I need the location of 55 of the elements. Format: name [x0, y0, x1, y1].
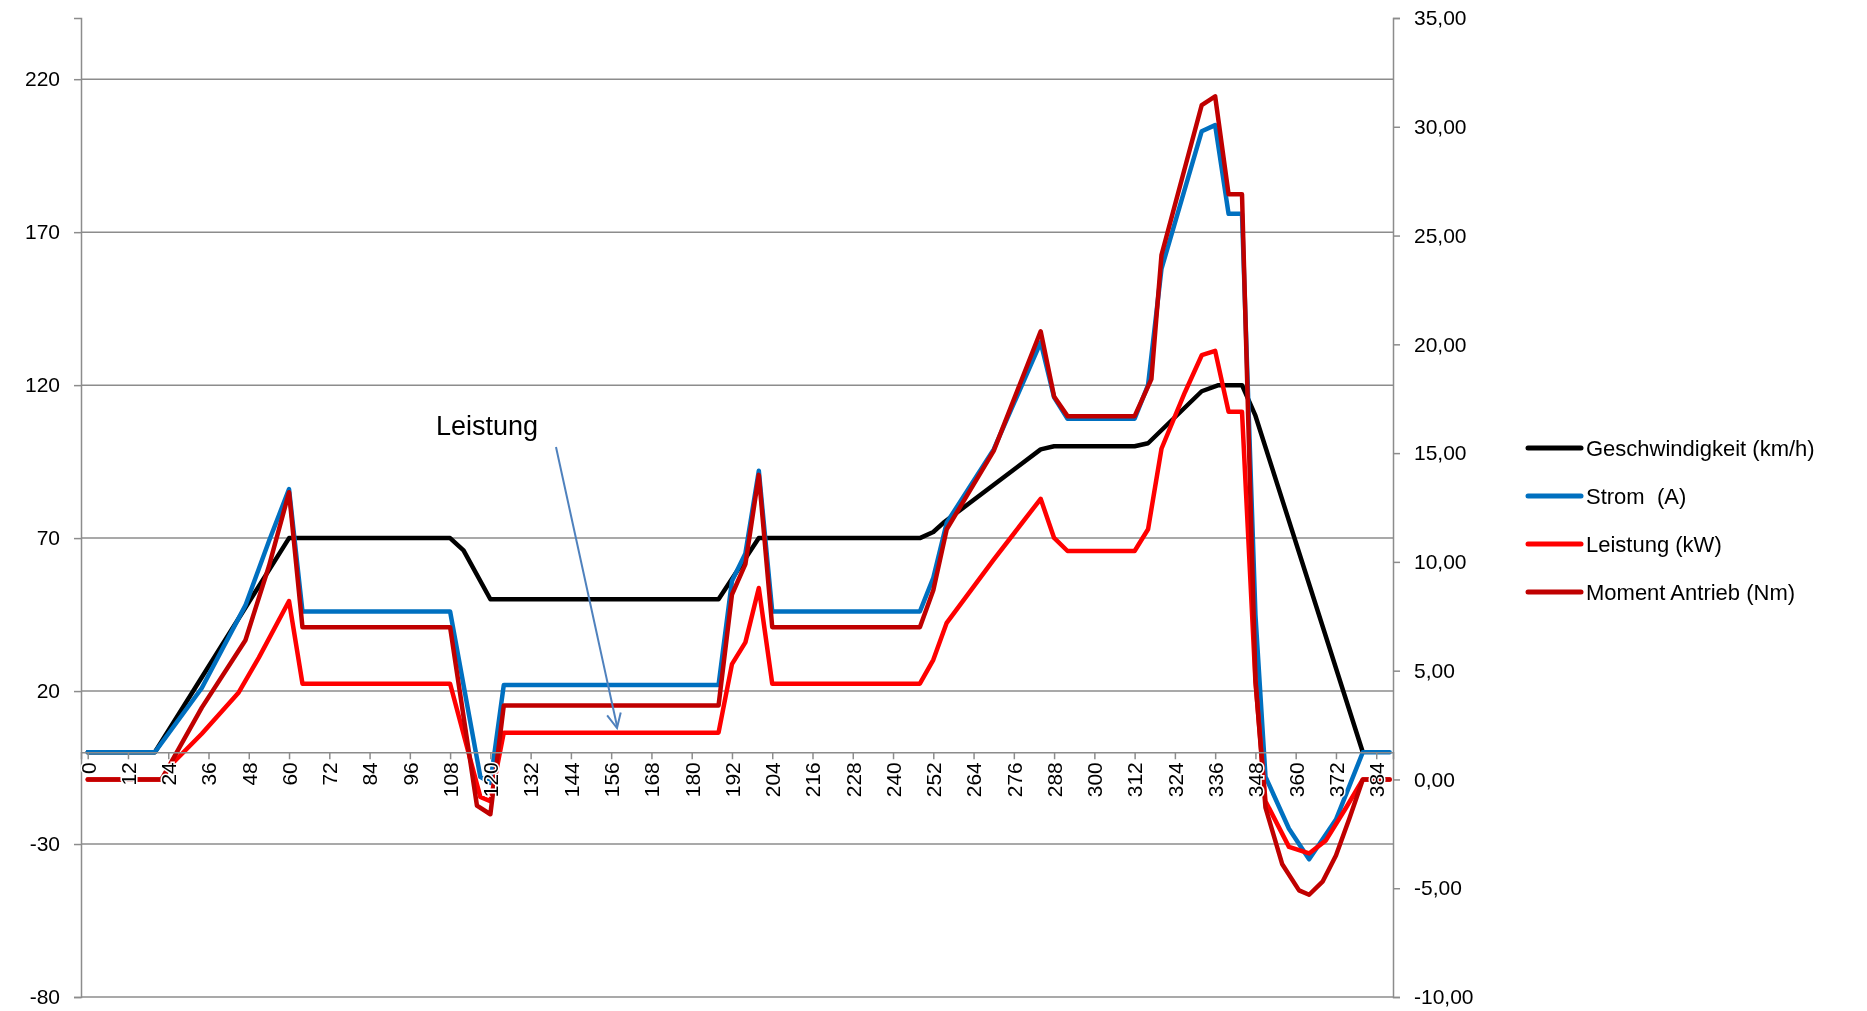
x-tick-label: 360	[1284, 762, 1308, 798]
y2-tick-label: -5,00	[1414, 876, 1462, 900]
x-tick-label: 384	[1365, 761, 1389, 798]
x-tick-label: 264	[962, 761, 986, 798]
y-tick-label: 170	[24, 220, 60, 244]
y2-tick-label: 10,00	[1414, 550, 1467, 574]
x-tick-label: 228	[841, 762, 865, 798]
x-tick-label: 216	[801, 762, 825, 798]
x-tick-label: 132	[519, 762, 543, 798]
y2-tick-label: 0,00	[1414, 767, 1455, 791]
y-tick-label: 70	[36, 526, 60, 550]
x-tick-label: 36	[197, 762, 221, 786]
legend-label: Geschwindigkeit (km/h)	[1586, 435, 1815, 461]
x-tick-label: 276	[1002, 762, 1026, 798]
x-tick-label: 372	[1324, 762, 1348, 798]
x-tick-label: 72	[318, 762, 342, 786]
x-tick-label: 180	[680, 762, 704, 798]
y2-tick-label: 15,00	[1414, 441, 1467, 465]
x-tick-label: 60	[277, 762, 301, 786]
x-tick-label: 240	[881, 762, 905, 798]
x-tick-label: 0	[76, 762, 100, 774]
y2-tick-label: 20,00	[1414, 332, 1467, 356]
x-tick-label: 84	[358, 761, 382, 786]
legend-label: Leistung (kW)	[1586, 531, 1722, 557]
y-tick-label: 220	[24, 67, 60, 91]
y-tick-label: -30	[29, 832, 60, 856]
x-tick-label: 348	[1244, 762, 1268, 798]
x-tick-label: 96	[398, 762, 422, 786]
y2-tick-label: 5,00	[1414, 658, 1455, 682]
y-tick-label: -80	[29, 985, 60, 1009]
x-tick-label: 120	[479, 762, 503, 798]
y2-tick-label: 30,00	[1414, 115, 1467, 138]
x-tick-label: 108	[438, 762, 462, 798]
x-tick-label: 336	[1204, 762, 1228, 798]
y-tick-label: 120	[24, 373, 60, 397]
x-tick-label: 312	[1123, 762, 1147, 798]
annotation: Leistung	[436, 411, 539, 441]
y2-tick-label: 25,00	[1414, 223, 1467, 247]
x-tick-label: 324	[1163, 761, 1187, 798]
x-tick-label: 204	[761, 761, 785, 798]
x-tick-label: 252	[922, 762, 946, 798]
x-tick-label: 12	[116, 762, 140, 786]
x-tick-label: 156	[600, 762, 624, 798]
x-tick-label: 192	[720, 762, 744, 798]
x-tick-label: 300	[1083, 762, 1107, 798]
x-tick-label: 24	[157, 761, 181, 786]
x-tick-label: 168	[640, 762, 664, 798]
legend-label: Moment Antrieb (Nm)	[1586, 579, 1796, 605]
x-tick-label: 144	[559, 761, 583, 798]
y2-tick-label: -10,00	[1414, 985, 1474, 1009]
x-tick-label: 48	[237, 762, 261, 786]
x-tick-label: 288	[1042, 762, 1066, 798]
legend-label: Strom (A)	[1586, 483, 1687, 509]
y-tick-label: 20	[36, 679, 60, 703]
y2-tick-label: 35,00	[1414, 6, 1467, 30]
